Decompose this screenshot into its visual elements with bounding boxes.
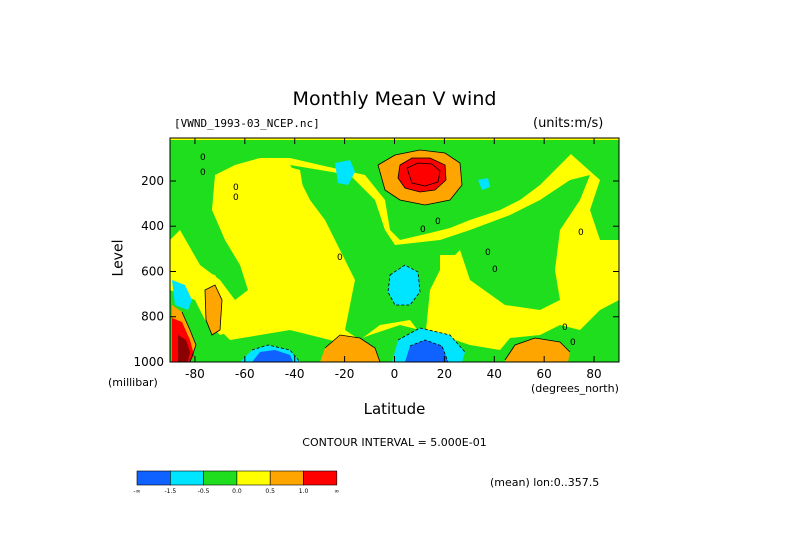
region-cyan xyxy=(335,160,355,185)
region-yellow xyxy=(562,240,619,305)
contour-label: 0 xyxy=(562,323,568,333)
contour-label: 0 xyxy=(420,225,426,235)
region-green xyxy=(170,290,619,362)
y-tick-label: 200 xyxy=(141,174,164,188)
y-tick-label: 400 xyxy=(141,219,164,233)
contour-line xyxy=(397,157,447,193)
region-cyan xyxy=(172,280,192,310)
region-darkred xyxy=(178,335,190,362)
x-tick-label: 80 xyxy=(586,367,601,381)
contour-label: 0 xyxy=(337,253,343,263)
region-yellow xyxy=(232,162,345,320)
contour-label: 0 xyxy=(435,217,441,227)
axes: -80 -60 -40 -20 0 20 40 60 80 200 400 600 800 1000 xyxy=(133,138,619,381)
colorbar-label: -1.5 xyxy=(164,488,176,495)
x-tick-label: -40 xyxy=(285,367,305,381)
contour-label: 0 xyxy=(233,183,239,193)
x-tick-label: -20 xyxy=(335,367,355,381)
y-axis-unit: (millibar) xyxy=(108,376,158,389)
contour-line xyxy=(406,162,441,187)
y-tick-label: 800 xyxy=(141,310,164,324)
x-tick-label: 60 xyxy=(537,367,552,381)
contour-line xyxy=(397,327,466,353)
region-blue xyxy=(252,350,293,362)
dataset-label: [VWND_1993-03_NCEP.nc] xyxy=(174,117,320,130)
x-tick-label: 40 xyxy=(487,367,502,381)
colorbar-swatch xyxy=(236,470,271,486)
contour-label: 0 xyxy=(200,153,206,163)
colorbar-label: -0.5 xyxy=(198,488,210,495)
contour-line xyxy=(377,149,463,206)
contour-label: 0 xyxy=(578,228,584,238)
contour-line xyxy=(181,311,197,363)
contour-label: 0 xyxy=(485,248,491,258)
zero-labels: 0 0 0 0 0 0 0 0 0 0 0 0 xyxy=(200,153,584,348)
region-orange xyxy=(205,285,222,335)
region-yellow xyxy=(440,255,510,330)
contour-label: 0 xyxy=(492,265,498,275)
colorbar-label: 1.0 xyxy=(299,488,309,495)
colorbar-swatch xyxy=(269,470,304,486)
x-tick-label: -80 xyxy=(185,367,205,381)
longitude-range: (mean) lon:0..357.5 xyxy=(490,476,600,489)
colorbar-swatch xyxy=(203,470,238,486)
x-tick-label: 20 xyxy=(437,367,452,381)
contour-line xyxy=(504,337,571,361)
contour-line xyxy=(387,264,421,306)
colorbar-label: 0.5 xyxy=(265,488,275,495)
region-cyan xyxy=(388,265,420,305)
colorbar-swatch xyxy=(303,470,338,486)
x-axis-unit: (degrees_north) xyxy=(531,382,619,395)
colorbar-label: 0.0 xyxy=(232,488,242,495)
colorbar-label: -∞ xyxy=(133,488,140,495)
region-orange xyxy=(505,338,570,362)
colorbar-swatch xyxy=(170,470,204,486)
region-cyan xyxy=(478,178,490,190)
colorbar-swatch xyxy=(136,470,171,486)
y-tick-label: 1000 xyxy=(133,355,164,369)
region-green xyxy=(170,140,619,300)
x-tick-label: -60 xyxy=(235,367,255,381)
colorbar-label: ∞ xyxy=(334,488,339,495)
contour-line xyxy=(409,339,449,363)
chart-title: Monthly Mean V wind xyxy=(292,88,497,110)
y-tick-label: 600 xyxy=(141,264,164,278)
region-blue xyxy=(405,340,448,362)
contour-label: 0 xyxy=(233,193,239,203)
contour-label: 0 xyxy=(200,168,206,178)
region-green xyxy=(290,165,590,340)
units-label: (units:m/s) xyxy=(533,116,604,131)
contour-line xyxy=(324,334,381,363)
region-green xyxy=(555,140,619,240)
contour-interval: CONTOUR INTERVAL = 5.000E-01 xyxy=(302,436,487,449)
x-axis-label: Latitude xyxy=(363,400,426,418)
colorbar: -∞ -1.5 -0.5 0.0 0.5 1.0 ∞ xyxy=(133,470,339,495)
plot-area: 0 0 0 0 0 0 0 0 0 0 0 0 xyxy=(169,137,620,363)
contour-label: 0 xyxy=(570,338,576,348)
x-tick-label: 0 xyxy=(391,367,399,381)
contour-line xyxy=(204,284,223,336)
